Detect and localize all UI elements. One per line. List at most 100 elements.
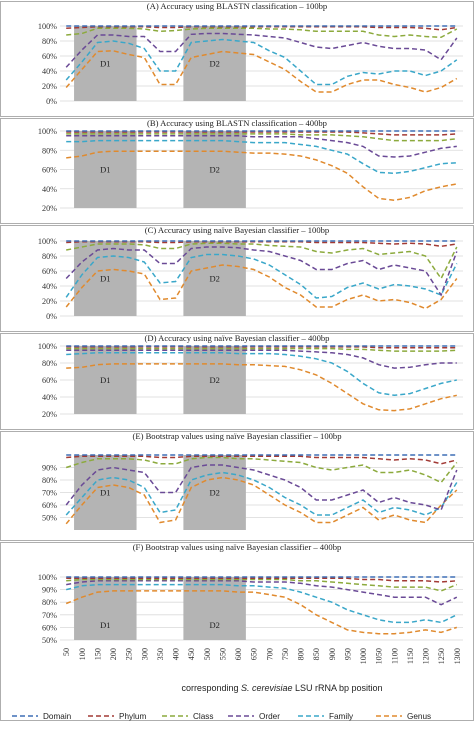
- panel-f: (F) Bootstrap values using naïve Bayesia…: [0, 542, 474, 721]
- series-line-class: [66, 347, 457, 352]
- y-tick-label: 80%: [42, 146, 57, 155]
- region-d1: [74, 577, 137, 640]
- series-line-order: [65, 246, 458, 297]
- region-label: D1: [100, 620, 110, 630]
- series-line-genus: [65, 50, 458, 93]
- y-tick-label: 40%: [42, 282, 57, 291]
- y-tick-label: 100%: [38, 573, 57, 582]
- y-tick-label: 90%: [42, 586, 57, 595]
- legend-label-phylum: Phylum: [119, 712, 146, 721]
- series-line-phylum: [66, 131, 457, 136]
- y-tick-label: 80%: [42, 37, 57, 46]
- legend-label-class: Class: [193, 712, 213, 721]
- y-tick-label: 0%: [46, 97, 57, 106]
- x-tick-label: 1050: [375, 648, 384, 664]
- x-label-part: S. cerevisiae: [241, 683, 293, 693]
- legend-label-order: Order: [259, 712, 280, 721]
- y-tick-label: 60%: [42, 52, 57, 61]
- x-tick-label: 550: [218, 648, 227, 660]
- region-label: D1: [100, 488, 110, 498]
- region-label: D2: [209, 165, 219, 175]
- y-tick-label: 40%: [42, 393, 57, 402]
- y-tick-label: 0%: [46, 312, 57, 321]
- region-d1: [74, 26, 137, 101]
- series-line-family: [65, 38, 458, 86]
- region-d2: [183, 346, 246, 414]
- panel-a: (A) Accuracy using BLASTN classification…: [0, 1, 474, 117]
- region-label: D1: [100, 375, 110, 385]
- x-tick-label: 200: [109, 648, 118, 660]
- x-tick-label: 800: [297, 648, 306, 660]
- series-line-genus: [65, 264, 458, 310]
- series-line-class: [65, 456, 458, 484]
- panel-title: (E) Bootstrap values using naïve Bayesia…: [132, 431, 341, 441]
- series-line-genus: [65, 476, 458, 525]
- series-line-order: [65, 464, 458, 511]
- panel-title: (F) Bootstrap values using naïve Bayesia…: [133, 542, 342, 552]
- series-line-class: [66, 578, 458, 592]
- legend-label-domain: Domain: [43, 712, 72, 721]
- y-tick-label: 70%: [42, 611, 57, 620]
- x-tick-label: 950: [343, 648, 352, 660]
- x-tick-label: 100: [78, 648, 87, 660]
- series-line-order: [66, 135, 457, 158]
- region-d1: [74, 346, 137, 414]
- y-tick-label: 50%: [42, 636, 57, 645]
- series-line-family: [66, 583, 458, 624]
- series-line-order: [66, 580, 458, 606]
- legend: Domain Phylum Class Order Family Genus: [12, 712, 431, 721]
- x-label-part: corresponding: [181, 683, 241, 693]
- y-tick-label: 20%: [42, 82, 57, 91]
- region-label: D2: [209, 59, 219, 69]
- x-tick-label: 350: [156, 648, 165, 660]
- region-d2: [183, 241, 246, 316]
- series-line-family: [66, 139, 457, 175]
- x-axis: 50 100 150 200 250 300 350 400 450 500 550 600 650 70…: [62, 648, 462, 664]
- region-label: D1: [100, 59, 110, 69]
- region-label: D2: [209, 620, 219, 630]
- y-tick-label: 80%: [42, 252, 57, 261]
- x-tick-label: 750: [281, 648, 290, 660]
- x-tick-label: 250: [125, 648, 134, 660]
- panel-b: (B) Accuracy using BLASTN classification…: [0, 118, 474, 224]
- region-d1: [74, 241, 137, 316]
- series-line-genus: [66, 363, 457, 412]
- panel-title: (B) Accuracy using BLASTN classification…: [147, 118, 327, 128]
- x-tick-label: 1250: [437, 648, 446, 664]
- y-tick-label: 100%: [38, 22, 57, 31]
- series-line-family: [66, 352, 457, 397]
- series-line-phylum: [66, 455, 457, 465]
- region-d1: [74, 455, 137, 530]
- x-tick-label: 500: [203, 648, 212, 660]
- panel-title: (A) Accuracy using BLASTN classification…: [147, 1, 327, 11]
- legend-label-family: Family: [329, 712, 354, 721]
- series-line-phylum: [66, 577, 457, 583]
- y-tick-label: 80%: [42, 359, 57, 368]
- x-axis-label: corresponding S. cerevisiae LSU rRNA bp …: [181, 683, 382, 693]
- y-tick-label: 100%: [38, 342, 57, 351]
- region-label: D1: [100, 274, 110, 284]
- x-tick-label: 1000: [359, 648, 368, 664]
- series-line-phylum: [66, 346, 457, 349]
- x-tick-label: 850: [312, 648, 321, 660]
- y-tick-label: 80%: [42, 598, 57, 607]
- x-tick-label: 400: [172, 648, 181, 660]
- x-tick-label: 1200: [422, 648, 431, 664]
- series-line-order: [65, 32, 458, 68]
- region-label: D1: [100, 165, 110, 175]
- series-line-class: [66, 27, 458, 39]
- x-tick-label: 700: [265, 648, 274, 660]
- y-tick-label: 50%: [42, 514, 57, 523]
- x-tick-label: 600: [234, 648, 243, 660]
- region-d2: [183, 131, 246, 208]
- panel-c: (C) Accuracy using naïve Bayesian classi…: [0, 225, 474, 332]
- region-label: D2: [209, 274, 219, 284]
- y-tick-label: 20%: [42, 204, 57, 213]
- region-label: D2: [209, 375, 219, 385]
- x-tick-label: 450: [187, 648, 196, 660]
- series-line-phylum: [66, 241, 457, 248]
- x-tick-label: 300: [140, 648, 149, 660]
- y-tick-label: 60%: [42, 376, 57, 385]
